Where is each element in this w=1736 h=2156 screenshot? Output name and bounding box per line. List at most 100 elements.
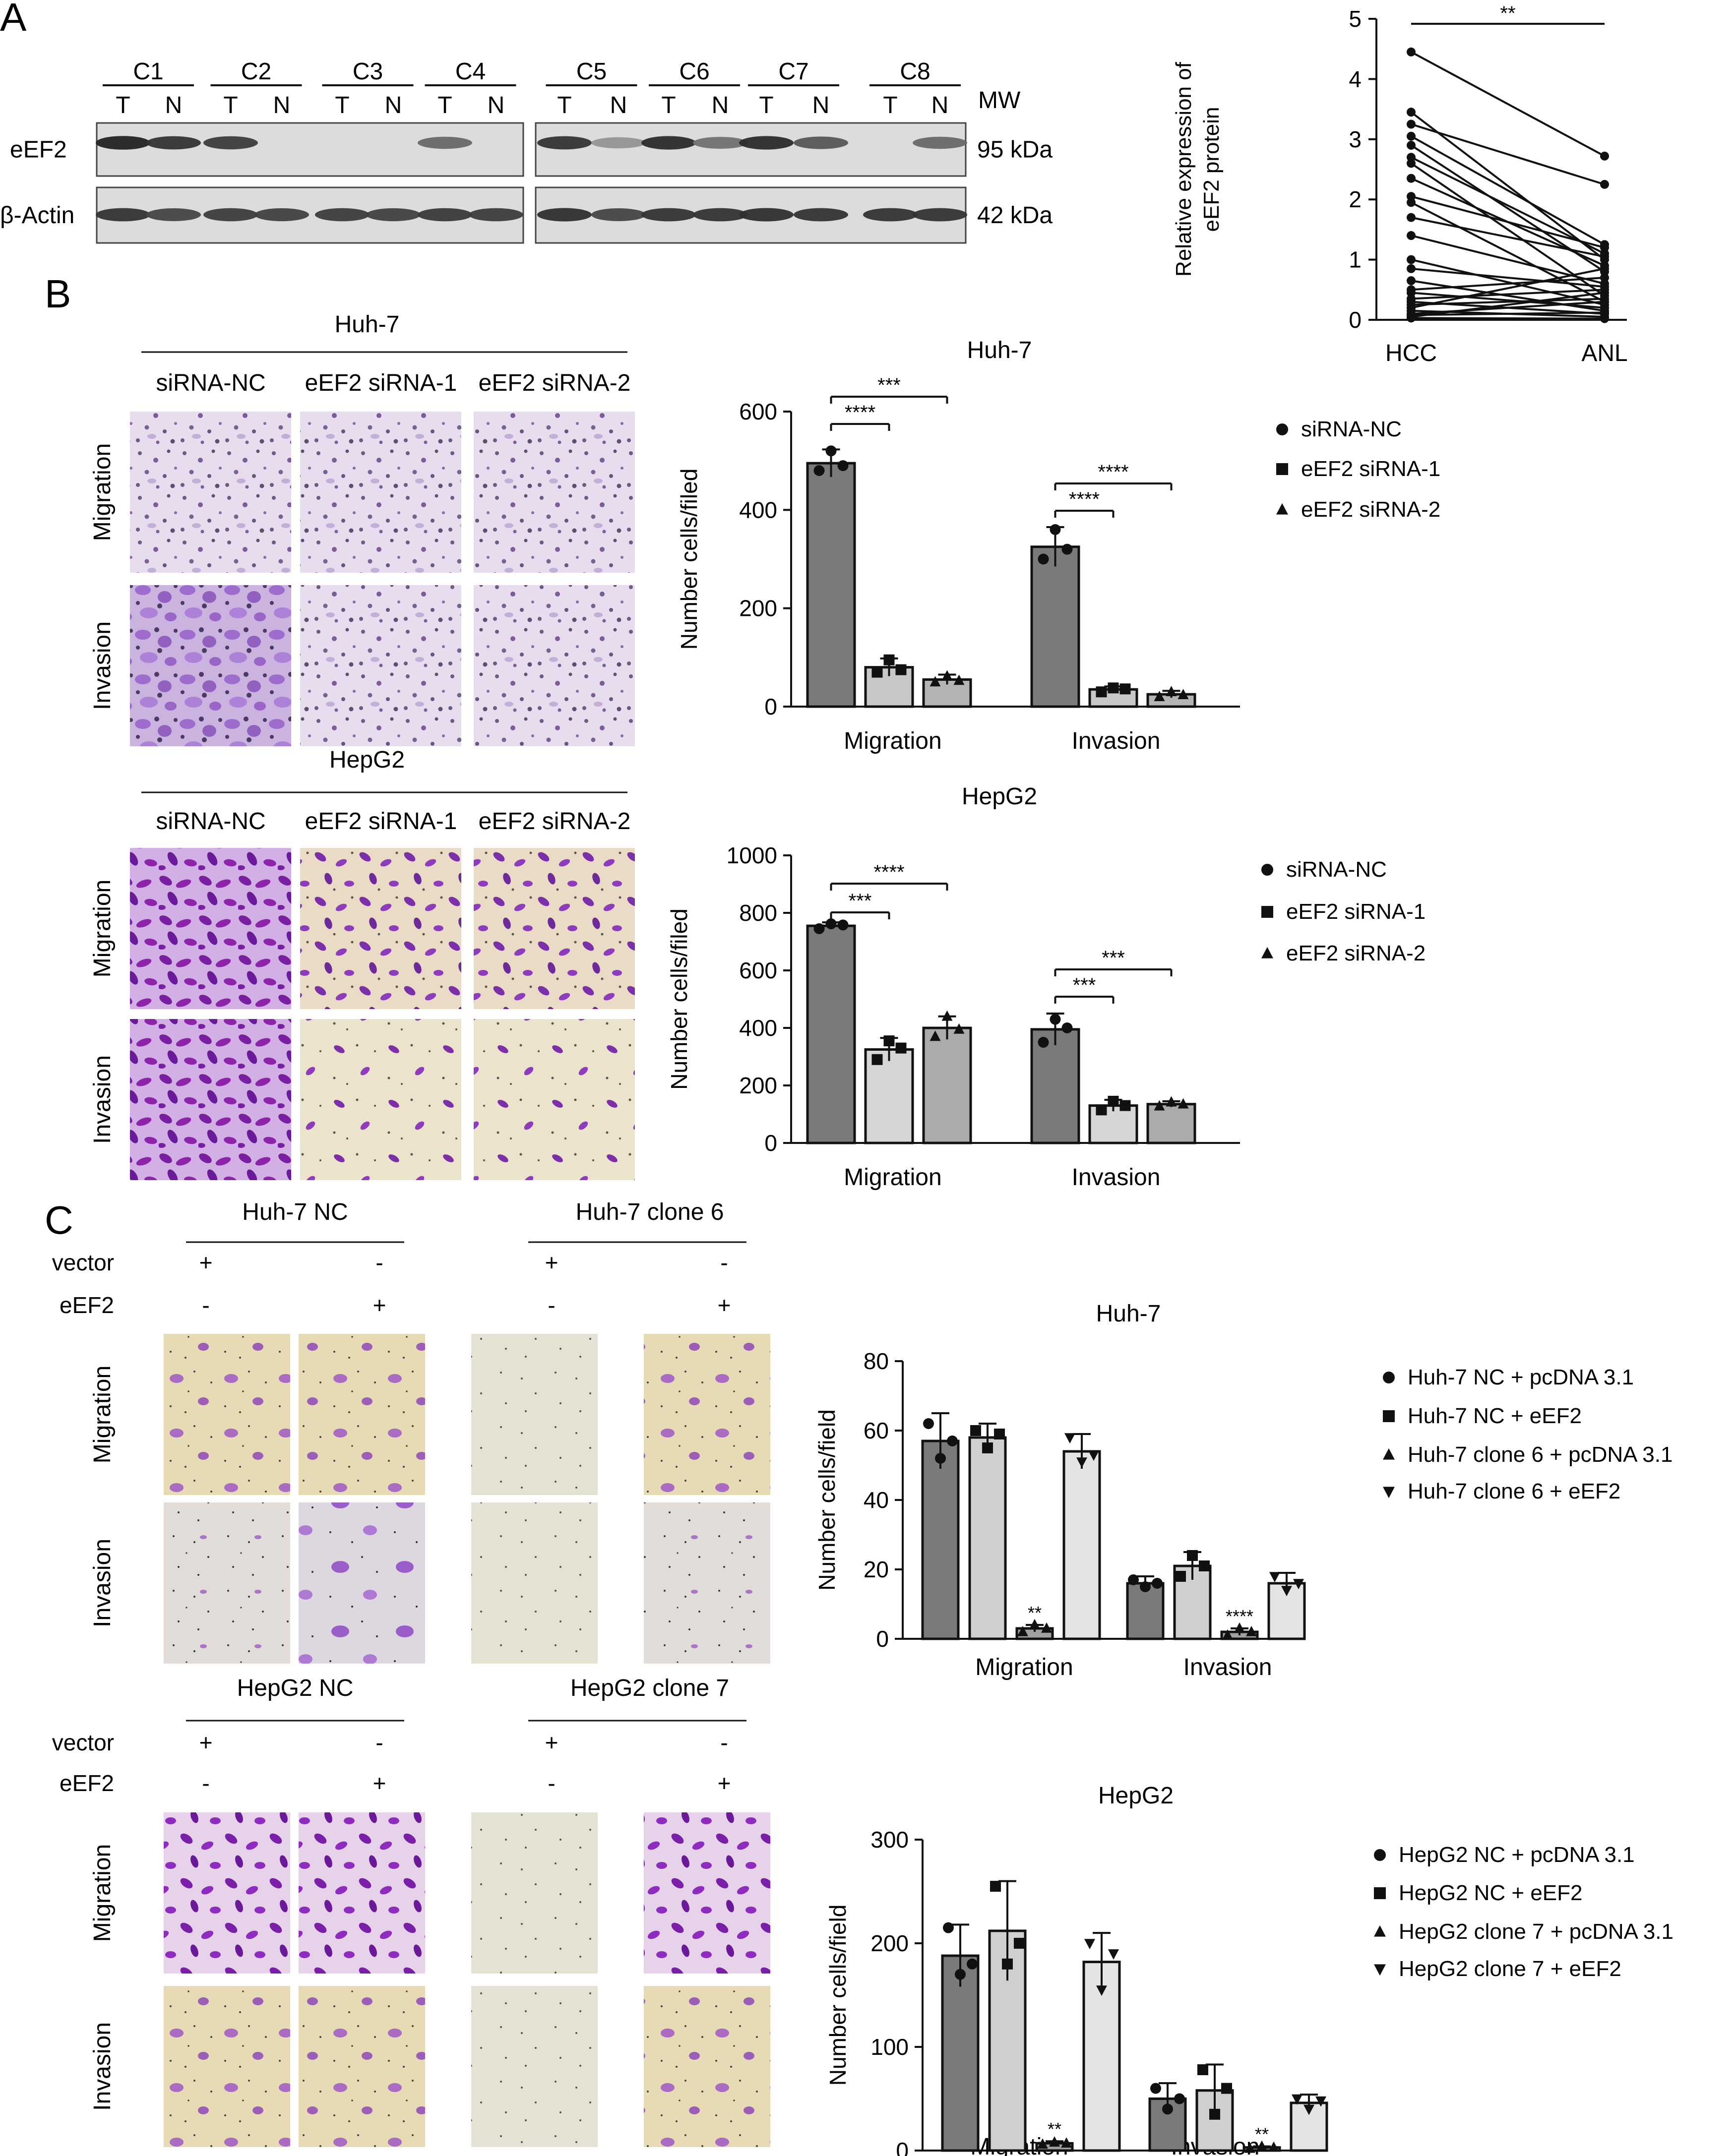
bar (1030, 545, 1080, 708)
micrograph-tile (164, 1986, 290, 2147)
data-point (943, 1922, 954, 1933)
eef2-band (913, 136, 967, 149)
data-point (947, 1436, 958, 1446)
data-point (1281, 1586, 1292, 1597)
bar (922, 1026, 972, 1144)
data-point (813, 465, 825, 476)
y-axis-label: Relative expression of eEF2 protein (1172, 61, 1224, 277)
actin-band (863, 208, 918, 222)
anl-point (1600, 151, 1609, 161)
hcc-point (1407, 198, 1416, 207)
panel-c-label: C (45, 1198, 73, 1242)
bar (1146, 1103, 1196, 1144)
actin-band (913, 208, 967, 222)
mw-value: 95 kDa (977, 137, 1053, 163)
data-point (1096, 686, 1107, 698)
data-point (923, 1418, 934, 1429)
data-point (1154, 691, 1165, 701)
hcc-point (1407, 231, 1416, 240)
legend-marker (1383, 1410, 1395, 1422)
data-point (895, 1042, 907, 1054)
legend-label: eEF2 siRNA-1 (1301, 457, 1440, 481)
mw-value: 42 kDa (977, 202, 1053, 229)
micrograph-tile (164, 1812, 290, 1974)
lane-group-label: C5 (576, 59, 607, 85)
data-point (1108, 682, 1119, 694)
anl-point (1600, 180, 1609, 189)
panel-a-label: A (0, 0, 27, 39)
data-point (1162, 2103, 1173, 2115)
bar (1030, 1028, 1080, 1144)
y-tick-label: 200 (739, 596, 777, 621)
legend-marker (1383, 1487, 1395, 1498)
data-point (1061, 543, 1073, 555)
pair-line (1410, 162, 1606, 297)
data-point (1175, 1571, 1186, 1582)
group-title: HepG2 NC (237, 1675, 354, 1701)
anl-point (1600, 264, 1609, 273)
x-category-label: Invasion (1072, 1164, 1161, 1191)
data-point (1174, 2093, 1185, 2104)
y-tick-label: 600 (739, 399, 777, 424)
blot-row-label: eEF2 (10, 137, 67, 163)
pair-line (1411, 298, 1605, 306)
actin-band (146, 208, 201, 221)
actin-band (591, 208, 646, 221)
eef2-sign: + (718, 1292, 731, 1318)
data-point (930, 676, 941, 687)
hcc-point (1407, 159, 1416, 168)
pair-line (1411, 300, 1605, 315)
x-category-label: Migration (844, 728, 941, 754)
data-point (1088, 1450, 1099, 1461)
x-category-label: Invasion (1072, 728, 1161, 754)
row-label: Migration (89, 1844, 116, 1942)
pair-line (1411, 292, 1605, 309)
condition-label: eEF2 siRNA-1 (305, 370, 457, 396)
micrograph-tile (299, 1812, 425, 1974)
condition-label: eEF2 siRNA-1 (305, 808, 457, 835)
row-label: Invasion (89, 2022, 116, 2111)
y-tick-label: 600 (739, 958, 777, 983)
pair-line (1411, 51, 1605, 157)
data-point (1050, 1014, 1061, 1025)
legend-label: eEF2 siRNA-2 (1286, 941, 1426, 965)
legend-marker (1261, 947, 1273, 958)
eef2-band (739, 136, 794, 150)
row-label: Invasion (89, 621, 116, 710)
significance-label: *** (1073, 974, 1096, 996)
legend-label: Huh-7 clone 6 + pcDNA 3.1 (1408, 1442, 1673, 1467)
data-point (1084, 1939, 1095, 1950)
micrograph-tile (471, 1812, 598, 1974)
hcc-point (1407, 255, 1416, 264)
significance-label: **** (1226, 1606, 1253, 1626)
eef2-sign: - (202, 1292, 209, 1318)
data-point (813, 923, 825, 934)
legend-label: Huh-7 NC + eEF2 (1408, 1404, 1582, 1428)
data-point (1303, 2104, 1314, 2115)
legend-label: Huh-7 clone 6 + eEF2 (1408, 1479, 1620, 1503)
hcc-point (1407, 108, 1416, 117)
y-tick-label: 200 (739, 1073, 777, 1098)
data-point (1178, 689, 1189, 699)
lane-sub-label: N (385, 92, 402, 119)
vector-sign: - (720, 1250, 728, 1275)
micrograph-tile (299, 1502, 425, 1664)
micrograph-tile (471, 1502, 598, 1664)
data-point (953, 674, 965, 685)
y-tick-label: 200 (870, 1930, 909, 1956)
y-tick-label: 1000 (727, 842, 777, 868)
eef2-sign: - (548, 1292, 555, 1318)
chart-title: HepG2 (962, 783, 1037, 810)
pair-line (1411, 292, 1605, 318)
data-point (1292, 2094, 1302, 2105)
data-point (955, 1969, 966, 1980)
legend-marker (1374, 1887, 1386, 1899)
bar (1126, 1582, 1165, 1640)
lane-sub-label: N (931, 92, 949, 119)
data-point (1150, 2083, 1161, 2094)
data-point (953, 1023, 965, 1034)
actin-band (537, 208, 592, 222)
micrograph-tile (474, 412, 635, 573)
y-tick-label: 60 (864, 1418, 889, 1443)
mw-header: MW (978, 87, 1021, 114)
